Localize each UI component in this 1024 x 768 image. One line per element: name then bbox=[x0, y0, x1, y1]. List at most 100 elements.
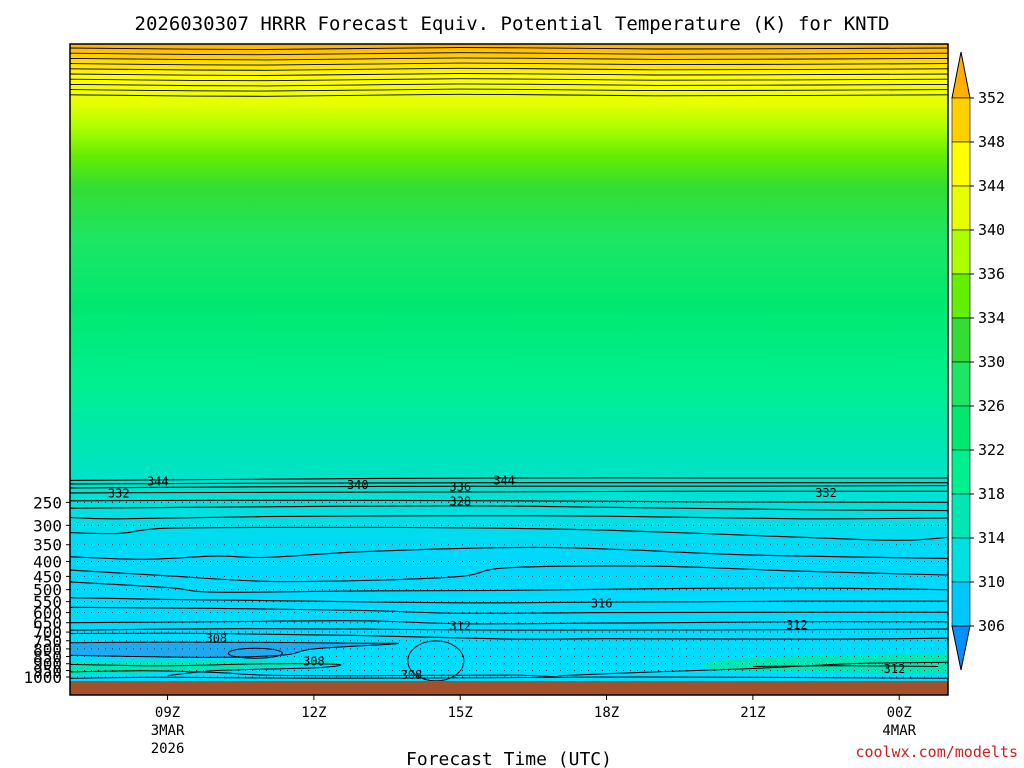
contour-label: 344 bbox=[147, 475, 169, 489]
contour-line bbox=[70, 663, 342, 677]
contour-line bbox=[70, 490, 948, 494]
colorbar-label: 326 bbox=[978, 397, 1005, 415]
contour-line bbox=[70, 47, 948, 50]
colorbar-segment bbox=[951, 449, 971, 495]
contour-line bbox=[70, 485, 948, 489]
plot-frame bbox=[69, 43, 949, 696]
colorbar-label: 336 bbox=[978, 265, 1005, 283]
colorbar-segment bbox=[951, 361, 971, 407]
contour-label: 312 bbox=[884, 662, 906, 676]
contour-line bbox=[70, 632, 948, 640]
colorbar-label: 310 bbox=[978, 573, 1005, 591]
credit-text: coolwx.com/modelts bbox=[855, 743, 1018, 761]
contour-label: 308 bbox=[303, 655, 325, 669]
contour-line bbox=[70, 606, 948, 614]
colorbar-label: 330 bbox=[978, 353, 1005, 371]
contour-label: 340 bbox=[347, 478, 369, 492]
y-tick-label: 550 bbox=[33, 593, 62, 612]
colorbar-segment bbox=[951, 273, 971, 319]
y-tick-label: 650 bbox=[33, 614, 62, 633]
colorbar-label: 322 bbox=[978, 441, 1005, 459]
colorbar: 352 348 344 340 336 334 330 326 322 318 314 310 306 bbox=[951, 51, 1005, 671]
colorbar-label: 344 bbox=[978, 177, 1005, 195]
contour-line bbox=[70, 505, 948, 512]
contour-lines bbox=[70, 47, 948, 679]
x-tick-label: 18Z bbox=[594, 705, 619, 721]
contour-line bbox=[70, 52, 948, 56]
contour-label: 344 bbox=[493, 473, 515, 487]
contour-line bbox=[70, 499, 948, 503]
x-axis: 09Z 3MAR 2026 12Z 15Z 18Z 21Z 00Z 4MAR bbox=[151, 695, 917, 757]
plot-background bbox=[70, 44, 948, 695]
colorbar-segment bbox=[951, 141, 971, 187]
contour-line bbox=[70, 83, 948, 87]
colorbar-segment bbox=[951, 185, 971, 231]
y-tick-label: 900 bbox=[33, 655, 62, 674]
y-axis: 250 3003504004505005506006507007508008509… bbox=[23, 493, 70, 687]
colorbar-arrow-bottom bbox=[951, 625, 971, 671]
y-tick-label: 400 bbox=[33, 553, 62, 572]
contour-line bbox=[70, 670, 558, 678]
contour-line bbox=[70, 67, 948, 71]
y-tick-label: 600 bbox=[33, 604, 62, 623]
x-tick-label: 09Z bbox=[155, 705, 180, 721]
colorbar-label: 340 bbox=[978, 221, 1005, 239]
colorbar-label: 352 bbox=[978, 89, 1005, 107]
x-tick-sublabel: 3MAR bbox=[151, 723, 185, 739]
contour-label: 336 bbox=[449, 480, 471, 494]
y-tick-label: 700 bbox=[33, 623, 62, 642]
contour-line bbox=[70, 628, 948, 631]
contour-label: 332 bbox=[108, 486, 130, 500]
colorbar-segment bbox=[951, 317, 971, 363]
y-tick-label: 350 bbox=[33, 536, 62, 555]
colorbar-label: 314 bbox=[978, 529, 1005, 547]
contour-line bbox=[70, 88, 948, 92]
colorbar-arrow-top bbox=[951, 51, 971, 99]
contour-label: 332 bbox=[815, 486, 837, 500]
contour-label: 308 bbox=[401, 668, 423, 682]
colorbar-segment bbox=[951, 493, 971, 539]
contour-labels: 344 344 340 336 332 332 328 316 312 312 308 308 308 3… bbox=[108, 473, 906, 682]
contour-line bbox=[70, 565, 948, 583]
closed-contour bbox=[407, 640, 465, 682]
y-tick-label: 750 bbox=[33, 632, 62, 651]
contour-line bbox=[70, 93, 948, 97]
y-tick-label: 800 bbox=[33, 640, 62, 659]
colorbar-segment bbox=[951, 405, 971, 451]
contour-line bbox=[70, 78, 948, 82]
colorbar-segment bbox=[951, 537, 971, 583]
contour-line bbox=[70, 57, 948, 61]
contour-line bbox=[70, 526, 948, 541]
y-tick-label: 950 bbox=[33, 662, 62, 681]
contour-line bbox=[70, 581, 948, 593]
colorbar-segment bbox=[951, 581, 971, 627]
chart-title: 2026030307 HRRR Forecast Equiv. Potentia… bbox=[135, 13, 890, 35]
contour-line bbox=[752, 665, 939, 667]
contour-label: 312 bbox=[449, 619, 471, 633]
x-tick-label: 15Z bbox=[448, 705, 473, 721]
y-tick-label: 500 bbox=[33, 581, 62, 600]
warm-patch-left bbox=[70, 660, 339, 676]
x-tick-sublabel: 4MAR bbox=[882, 723, 916, 739]
warm-patch-right bbox=[702, 653, 948, 674]
x-tick-label: 00Z bbox=[887, 705, 912, 721]
contour-line bbox=[70, 515, 948, 520]
contour-label: 312 bbox=[786, 618, 808, 632]
contour-line bbox=[70, 620, 948, 625]
closed-contour bbox=[227, 647, 283, 659]
y-tick-label: 250 bbox=[33, 493, 62, 512]
data-features bbox=[70, 640, 948, 682]
colorbar-label: 334 bbox=[978, 309, 1005, 327]
ground-surface bbox=[70, 681, 948, 695]
colorbar-label: 306 bbox=[978, 617, 1005, 635]
contour-line bbox=[70, 676, 948, 679]
contour-line bbox=[70, 482, 948, 485]
colorbar-segment bbox=[951, 229, 971, 275]
contour-line bbox=[70, 62, 948, 66]
colorbar-label: 318 bbox=[978, 485, 1005, 503]
contour-line bbox=[70, 73, 948, 76]
y-tick-label: 1000 bbox=[23, 668, 62, 687]
contour-label: 316 bbox=[591, 596, 613, 610]
contour-label: 328 bbox=[449, 494, 471, 508]
